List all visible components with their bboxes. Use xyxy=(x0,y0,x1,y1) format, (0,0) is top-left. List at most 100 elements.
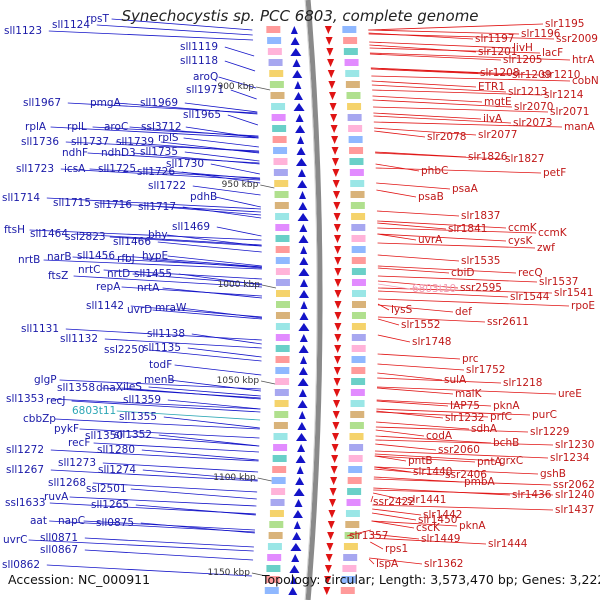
reverse-gene-label: sdhA xyxy=(471,423,498,435)
forward-gene-label: sll1272 xyxy=(6,444,44,456)
forward-leader-line xyxy=(158,434,260,447)
cog-block xyxy=(271,488,286,495)
forward-gene-arrow xyxy=(298,268,310,276)
cog-block xyxy=(275,213,290,220)
cog-block xyxy=(349,169,364,176)
reverse-leader-line xyxy=(376,421,470,430)
forward-gene-label: sll1131 xyxy=(21,323,59,335)
reverse-gene-label: slr1201 xyxy=(478,46,517,58)
forward-leader-line xyxy=(79,428,260,439)
cog-block xyxy=(272,136,287,143)
reverse-leader-line xyxy=(377,275,538,283)
feature-tracks xyxy=(264,26,366,595)
reverse-gene-label: bchB xyxy=(493,437,519,449)
forward-gene-label: sll1123 xyxy=(4,25,42,37)
forward-gene-label: sll1274 xyxy=(98,464,136,476)
forward-gene-label: sll0875 xyxy=(96,517,134,529)
forward-leader-line xyxy=(163,416,260,429)
cog-block xyxy=(351,224,366,231)
reverse-gene-arrow xyxy=(332,180,340,188)
reverse-gene-arrow xyxy=(332,433,340,441)
forward-gene-arrow xyxy=(298,323,310,331)
reverse-leader-line xyxy=(368,23,544,31)
reverse-gene-label: pknA xyxy=(459,520,486,532)
cog-block xyxy=(350,191,365,198)
reverse-gene-label: slr1442 xyxy=(423,509,462,521)
reverse-gene-arrow xyxy=(334,301,342,309)
reverse-gene-label: malK xyxy=(455,388,483,400)
forward-gene-label: aroQ xyxy=(193,71,218,83)
cog-block xyxy=(274,411,289,418)
reverse-gene-label: uvrA xyxy=(418,234,443,246)
cog-block xyxy=(274,400,289,407)
forward-gene-label: rpsT xyxy=(86,13,109,25)
forward-gene-label: sll1725 xyxy=(98,163,136,175)
forward-leader-line xyxy=(216,226,262,237)
forward-gene-label: sll1965 xyxy=(183,109,221,121)
cog-block xyxy=(342,26,357,33)
forward-gene-label: menB xyxy=(144,374,175,386)
map-title: Synechocystis sp. PCC 6803, complete gen… xyxy=(121,7,478,25)
forward-gene-label: sll0862 xyxy=(2,559,40,571)
reverse-gene-arrow xyxy=(324,26,332,34)
reverse-leader-line xyxy=(372,99,513,108)
reverse-leader-line xyxy=(369,557,423,565)
forward-gene-arrow xyxy=(290,37,300,45)
forward-leader-line xyxy=(180,307,263,319)
reverse-leader-line xyxy=(377,304,454,313)
forward-leader-line xyxy=(169,379,261,392)
cog-block xyxy=(273,147,288,154)
cog-block xyxy=(271,477,286,484)
forward-gene-label: ftsZ xyxy=(48,270,68,282)
forward-gene-arrow xyxy=(295,477,305,485)
forward-leader-line xyxy=(29,229,262,241)
forward-gene-label: sll1464 xyxy=(30,228,68,240)
reverse-gene-arrow xyxy=(332,411,340,419)
cog-block xyxy=(348,466,363,473)
reverse-gene-arrow xyxy=(325,37,333,45)
reverse-gene-arrow xyxy=(324,576,332,584)
forward-leader-line xyxy=(167,234,262,247)
reverse-leader-line xyxy=(369,52,571,61)
forward-gene-label: ssl3712 xyxy=(141,121,182,133)
forward-gene-label: nrtD xyxy=(107,268,130,280)
reverse-leader-line xyxy=(374,468,444,476)
forward-gene-arrow xyxy=(297,136,305,144)
forward-leader-line xyxy=(71,400,261,413)
reverse-leader-line xyxy=(373,489,554,496)
cog-block xyxy=(267,37,282,44)
forward-leader-line xyxy=(148,349,262,362)
reverse-gene-arrow xyxy=(326,48,334,56)
reverse-leader-line xyxy=(369,47,541,54)
reverse-gene-label: slr1214 xyxy=(544,89,584,101)
forward-leader-line xyxy=(162,287,263,299)
reverse-gene-label: slr1205 xyxy=(503,54,542,66)
forward-leader-line xyxy=(92,482,258,493)
cog-block xyxy=(344,59,359,66)
cog-block xyxy=(269,70,284,77)
forward-gene-arrow xyxy=(290,576,298,584)
forward-gene-arrow xyxy=(297,400,308,408)
reverse-leader-line xyxy=(374,450,549,459)
forward-gene-label: rplA xyxy=(25,121,47,133)
forward-leader-line xyxy=(160,141,260,154)
cog-block xyxy=(267,543,282,550)
forward-gene-arrow xyxy=(292,59,301,67)
reverse-gene-label: slr1208 xyxy=(480,67,519,79)
forward-gene-arrow xyxy=(290,48,302,56)
reverse-leader-line xyxy=(377,318,400,326)
reverse-gene-arrow xyxy=(334,268,342,276)
reverse-gene-label: htrA xyxy=(572,54,595,66)
reverse-gene-label: slr1357 xyxy=(349,530,388,542)
forward-gene-label: sll1715 xyxy=(53,197,91,209)
backbone-arc xyxy=(305,0,323,600)
reverse-gene-label: slr1826 xyxy=(468,151,508,163)
forward-gene-label: ileS xyxy=(123,381,142,393)
reverse-gene-label: slr1841 xyxy=(448,223,487,235)
reverse-gene-label: ssr2611 xyxy=(487,316,529,328)
forward-gene-arrow xyxy=(289,565,300,573)
forward-gene-label: todF xyxy=(149,359,172,371)
cog-block xyxy=(272,125,287,132)
reverse-leader-line xyxy=(376,210,460,217)
reverse-gene-label: slr2070 xyxy=(514,101,553,113)
